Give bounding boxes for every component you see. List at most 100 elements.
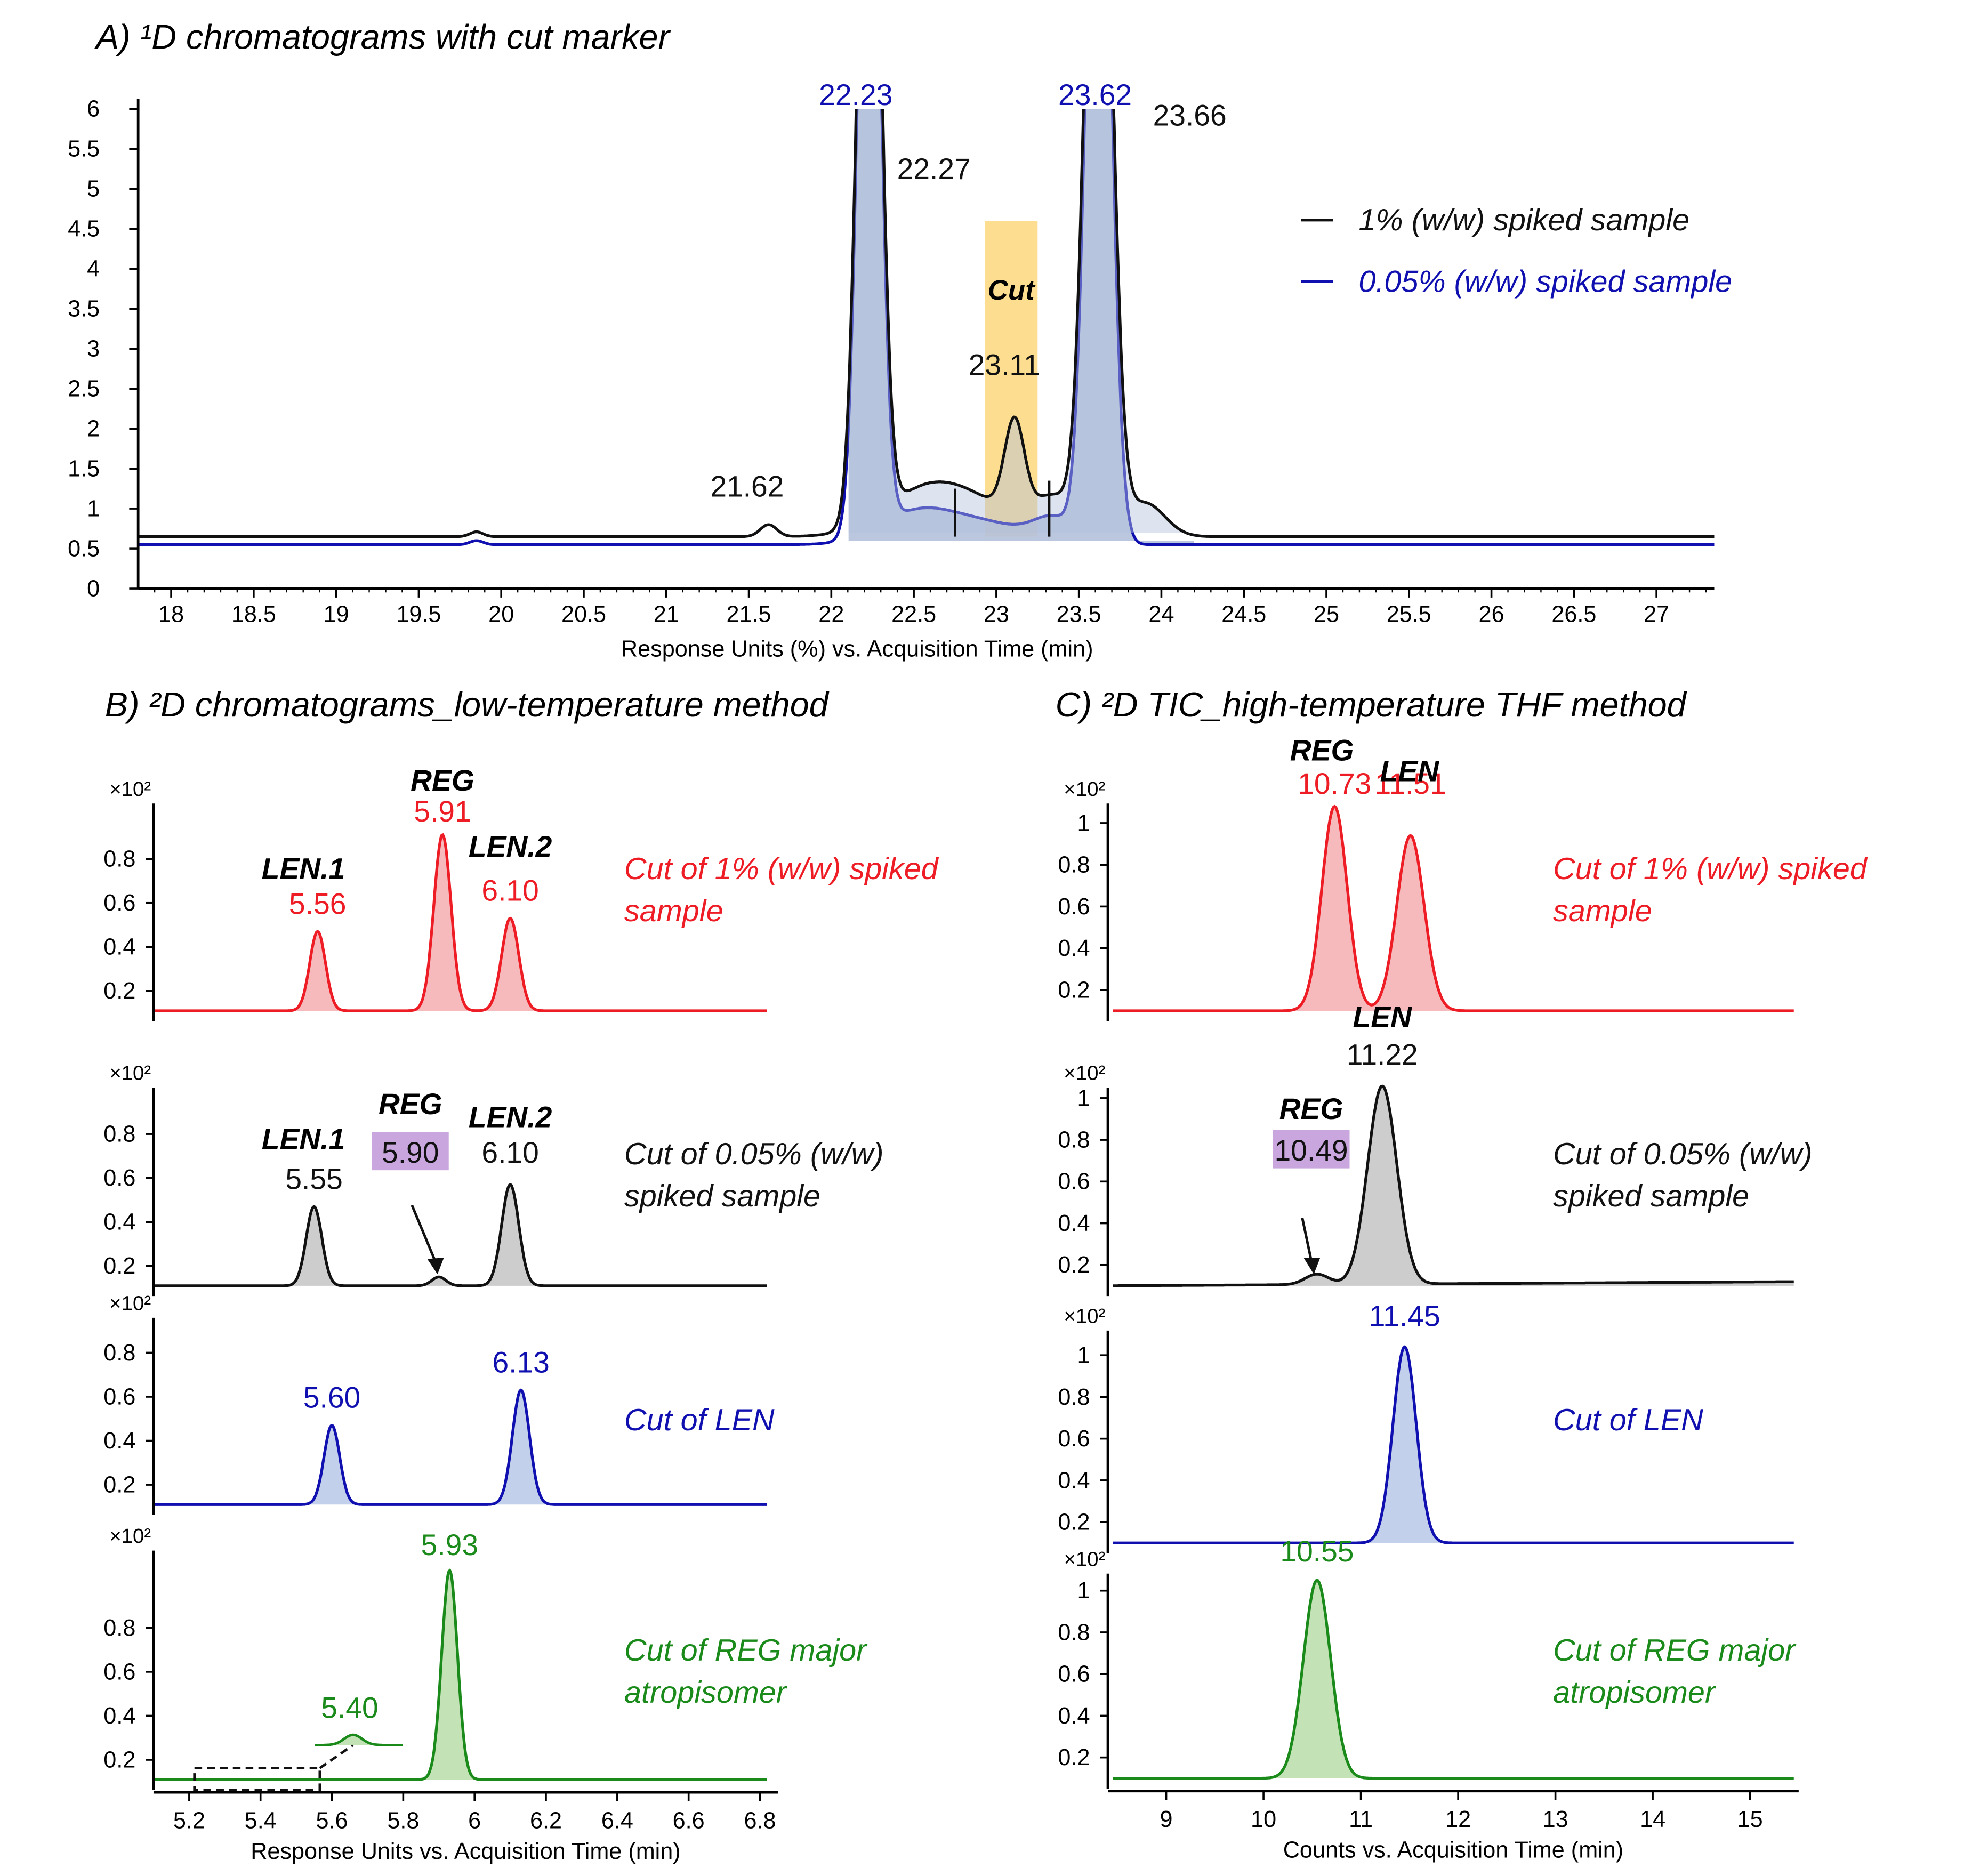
x-tick-label: 6 xyxy=(468,1808,481,1833)
panel-note: Cut of LEN xyxy=(624,1403,775,1437)
y-multiplier: ×10² xyxy=(1064,1305,1105,1327)
y-tick-label: 0.4 xyxy=(1058,936,1090,961)
x-tick-label: 20 xyxy=(488,601,514,627)
panel-note: spiked sample xyxy=(1553,1179,1749,1213)
inset-connector xyxy=(319,1744,354,1769)
label-highlight xyxy=(1273,1130,1350,1169)
y-tick-label: 0.2 xyxy=(103,1747,135,1773)
x-tick-label: 24.5 xyxy=(1221,601,1266,627)
x-tick-label: 10 xyxy=(1251,1807,1276,1832)
compound-name: LEN xyxy=(1353,1001,1413,1034)
peak-label: 6.10 xyxy=(481,874,538,907)
panel-b-title: B) ²D chromatograms_low-temperature meth… xyxy=(105,685,830,724)
y-tick-label: 0.4 xyxy=(1058,1468,1090,1493)
y-tick-label: 0.8 xyxy=(103,1122,135,1147)
x-tick-label: 6.6 xyxy=(673,1808,705,1833)
x-tick-label: 18 xyxy=(158,601,184,627)
trace-line xyxy=(153,833,767,1012)
trace-fill xyxy=(1113,1347,1794,1543)
x-tick-label: 23 xyxy=(984,601,1009,627)
y-tick-label: 1 xyxy=(1077,1085,1090,1111)
peak-label: 23.62 xyxy=(1058,78,1132,111)
panel-b: 0.2 0.4 0.6 0.8 ×10² 5.56 5.91 6.10 LEN.1 REG LEN.… xyxy=(103,764,939,1864)
y-tick-label: 1 xyxy=(1077,810,1090,836)
x-tick-label: 14 xyxy=(1640,1807,1665,1832)
y-tick-label: 0.2 xyxy=(103,1472,135,1497)
compound-name: LEN.2 xyxy=(469,830,552,863)
x-tick-label: 6.2 xyxy=(530,1808,562,1833)
y-tick-label: 0.6 xyxy=(1058,1169,1090,1195)
y-tick-label: 0.8 xyxy=(1058,1384,1090,1410)
x-tick-label: 23.5 xyxy=(1057,601,1101,627)
panel-note: Cut of REG major xyxy=(1553,1633,1797,1668)
peak-label: 21.62 xyxy=(710,470,784,503)
trace-line xyxy=(153,1183,767,1287)
x-tick-label: 6.4 xyxy=(601,1808,633,1833)
peak-label: 5.56 xyxy=(289,887,346,920)
arrow-line xyxy=(411,1204,439,1267)
inset-trace xyxy=(315,1733,403,1746)
y-multiplier: ×10² xyxy=(109,1525,151,1548)
x-axis-label: Counts vs. Acquisition Time (min) xyxy=(1283,1838,1623,1863)
peak-label: 6.13 xyxy=(492,1346,549,1379)
x-tick-label: 13 xyxy=(1543,1807,1568,1832)
x-tick-label: 19.5 xyxy=(396,601,441,627)
y-tick-label: 3 xyxy=(87,336,100,362)
inset-fill xyxy=(315,1735,403,1745)
x-tick-label: 5.6 xyxy=(316,1808,348,1833)
compound-name: LEN xyxy=(1380,755,1440,788)
cut-region xyxy=(985,221,1038,537)
x-tick-label: 12 xyxy=(1445,1807,1471,1832)
compound-name: LEN.1 xyxy=(262,1123,345,1156)
subpanel-3: 0.2 0.4 0.6 0.8 ×10² 5.93 5.40 Cut of REG major… xyxy=(103,1525,868,1790)
x-tick-label: 26.5 xyxy=(1551,601,1596,627)
y-tick-label: 0.5 xyxy=(68,536,100,562)
y-tick-label: 0.8 xyxy=(103,847,135,872)
y-tick-label: 0.2 xyxy=(1058,1745,1090,1770)
y-tick-label: 0.6 xyxy=(1058,1662,1090,1687)
y-tick-label: 1 xyxy=(1077,1343,1090,1368)
y-tick-label: 4.5 xyxy=(68,216,100,242)
y-tick-label: 0.6 xyxy=(103,1384,135,1410)
y-tick-label: 5.5 xyxy=(68,136,100,162)
x-tick-label: 21.5 xyxy=(727,601,771,627)
x-tick-label: 27 xyxy=(1644,601,1669,627)
y-tick-label: 0.2 xyxy=(1058,1510,1090,1535)
series-fill-1 xyxy=(848,109,1194,545)
y-multiplier: ×10² xyxy=(109,1062,151,1085)
trace-line xyxy=(1113,1084,1794,1287)
y-tick-label: 0 xyxy=(87,576,100,602)
compound-name: LEN.1 xyxy=(262,852,345,885)
y-tick-label: 0.4 xyxy=(103,1703,135,1729)
peak-label: 10.55 xyxy=(1280,1535,1354,1568)
y-tick-label: 0.4 xyxy=(103,1210,135,1235)
compound-name: LEN.2 xyxy=(469,1101,552,1134)
y-tick-label: 0.2 xyxy=(1058,977,1090,1003)
legend-label: 1% (w/w) spiked sample xyxy=(1358,203,1689,237)
trace-fill xyxy=(153,1571,767,1780)
trace-fill xyxy=(1113,806,1794,1011)
panel-a-series xyxy=(138,109,1715,546)
y-multiplier: ×10² xyxy=(109,778,151,801)
panel-note: atropisomer xyxy=(1553,1676,1717,1710)
panel-note: Cut of REG major xyxy=(624,1633,868,1668)
compound-name: REG xyxy=(1279,1092,1343,1125)
panel-note: Cut of 0.05% (w/w) xyxy=(624,1137,883,1171)
x-tick-label: 6.8 xyxy=(744,1808,776,1833)
series-line-1 xyxy=(138,109,1715,546)
y-tick-label: 0.8 xyxy=(1058,852,1090,878)
arrow-head xyxy=(427,1258,444,1275)
panel-c-title: C) ²D TIC_high-temperature THF method xyxy=(1056,685,1687,724)
y-tick-label: 4 xyxy=(87,256,100,282)
peak-label: 5.40 xyxy=(321,1692,378,1725)
y-tick-label: 0.6 xyxy=(103,1659,135,1685)
y-tick-label: 0.6 xyxy=(103,1165,135,1191)
y-multiplier: ×10² xyxy=(1064,778,1105,801)
subpanel-1: 0.2 0.4 0.6 0.8 ×10² 5.55 5.90 6.10 LEN.1 REG LEN.… xyxy=(103,1062,883,1297)
x-tick-label: 5.4 xyxy=(245,1808,277,1833)
peak-label: 10.49 xyxy=(1274,1134,1348,1167)
panel-note: Cut of 1% (w/w) spiked xyxy=(1553,852,1868,886)
peak-label: 23.11 xyxy=(969,348,1040,381)
